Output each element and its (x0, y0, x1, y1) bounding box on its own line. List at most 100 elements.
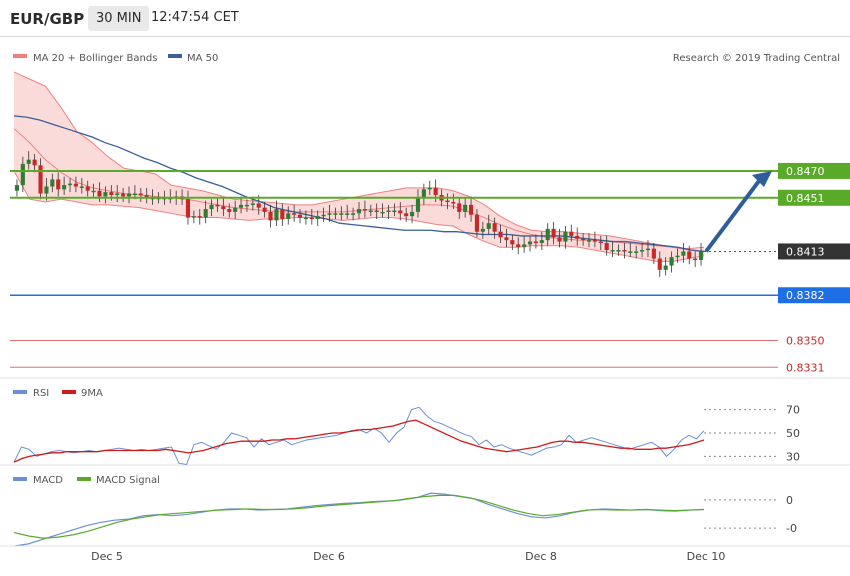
candle-body (451, 202, 456, 204)
candle-body (351, 213, 356, 215)
resistance-badge (778, 162, 850, 179)
candle-body (445, 200, 450, 203)
candle-body (563, 231, 568, 242)
candle-body (463, 204, 468, 212)
candle-body (91, 190, 96, 193)
legend-swatch-macd (13, 477, 27, 481)
x-axis: Dec 5 Dec 6 Dec 8 Dec 10 (91, 550, 725, 563)
legend-rsi-ma: 9MA (81, 388, 103, 399)
candle-body (421, 189, 426, 198)
resistance-label: 0.8470 (786, 165, 825, 178)
candle-body (427, 187, 432, 190)
candle-body (498, 231, 503, 238)
candle-body (545, 228, 550, 241)
candle-body (480, 228, 485, 232)
candle-body (380, 211, 385, 214)
resistance-label: 0.8451 (786, 192, 825, 205)
rsi-tick-label: 50 (786, 427, 800, 440)
legend-swatch-ma50 (168, 54, 182, 58)
candle-body (303, 217, 308, 220)
candle-body (38, 165, 43, 194)
candle-body (109, 192, 114, 195)
candle-body (262, 207, 267, 212)
candle-body (286, 213, 291, 219)
current-price-badge (778, 243, 850, 260)
candle-body (221, 206, 226, 210)
interval-selector[interactable]: 30 MIN (88, 6, 150, 31)
symbol-title: EUR/GBP (10, 10, 85, 28)
candle-body (433, 187, 438, 195)
candle-body (321, 214, 326, 217)
x-tick-label: Dec 10 (687, 550, 726, 563)
candle-body (292, 213, 297, 215)
candle-body (616, 250, 621, 252)
candle-body (191, 216, 196, 218)
resistance-badge (778, 189, 850, 206)
candle-body (634, 251, 639, 253)
candle-body (581, 238, 586, 241)
candle-body (516, 244, 521, 248)
candle-body (244, 204, 250, 207)
candle-body (215, 204, 220, 207)
candle-body (687, 251, 692, 259)
candle-body (121, 193, 126, 197)
candle-body (404, 213, 409, 217)
candle-body (592, 240, 597, 242)
candle-body (392, 210, 397, 212)
candle-body (62, 185, 67, 190)
candle-body (457, 203, 462, 212)
candle-body (297, 214, 303, 218)
projection-arrow-shaft (704, 175, 764, 253)
candle-body (44, 186, 49, 194)
legend-macd-signal: MACD Signal (96, 475, 160, 486)
chart-header: EUR/GBP 30 MIN 12:47:54 CET (0, 0, 850, 37)
candle-body (144, 194, 149, 198)
candle-body (97, 190, 102, 197)
support-label: 0.8382 (786, 289, 825, 302)
candle-body (256, 203, 261, 208)
candle-body (138, 193, 143, 196)
x-tick-label: Dec 6 (313, 550, 345, 563)
candle-body (339, 213, 344, 215)
rsi-tick-label: 30 (786, 450, 800, 463)
candle-body (132, 193, 137, 196)
legend-bollinger: MA 20 + Bollinger Bands (33, 53, 157, 64)
candle-body (492, 223, 497, 232)
candle-body (274, 209, 279, 221)
macd-signal-line (13, 494, 705, 539)
projection-arrow-head (752, 170, 772, 187)
copyright-text: Research © 2019 Trading Central (673, 53, 840, 64)
bollinger-upper-line (13, 71, 705, 250)
candle-body (79, 186, 84, 188)
candle-body (640, 250, 645, 252)
candle-body (209, 204, 214, 210)
rsi-panel: 30 50 70 (13, 404, 800, 466)
macd-tick-label: 0 (786, 494, 793, 507)
support-label-minor: 0.8331 (786, 361, 825, 374)
candle-body (569, 231, 574, 236)
candle-body (510, 240, 515, 245)
candle-body (663, 265, 668, 270)
clock-time: 12:47:54 CET (151, 10, 239, 25)
rsi-line (13, 406, 705, 466)
macd-panel: 0 -0 (13, 492, 797, 547)
candle-body (280, 209, 285, 219)
candle-body (410, 211, 415, 217)
legend-swatch-rsi-ma (62, 390, 76, 394)
candle-body (598, 241, 603, 244)
candle-body (551, 228, 556, 238)
candle-body (14, 185, 20, 191)
current-price-label: 0.8413 (786, 245, 825, 258)
legend-rsi: RSI (33, 388, 49, 399)
candle-body (345, 213, 350, 215)
candle-body (474, 214, 480, 232)
candle-body (73, 183, 78, 187)
legend-ma50: MA 50 (187, 53, 218, 64)
candle-body (628, 251, 633, 253)
candle-body (527, 241, 533, 245)
candle-body (522, 244, 527, 248)
candle-body (238, 204, 244, 208)
candle-body (50, 179, 55, 187)
x-tick-label: Dec 8 (525, 550, 557, 563)
